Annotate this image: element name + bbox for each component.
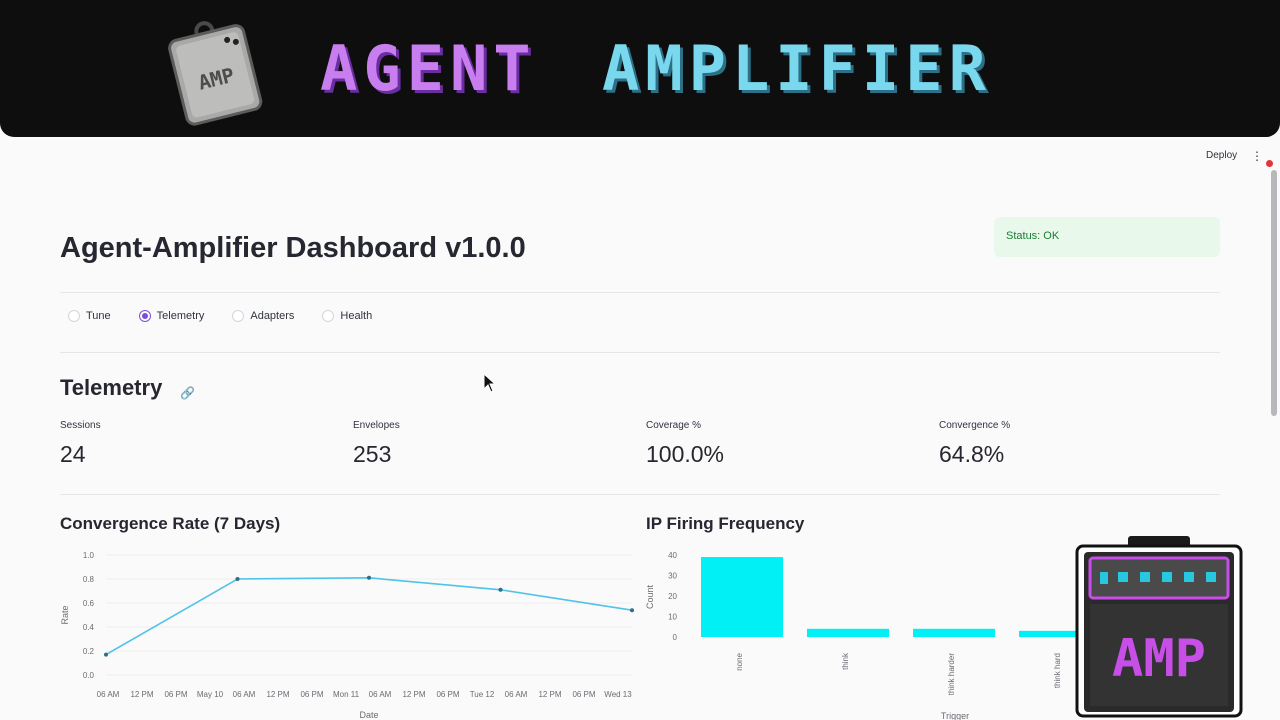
x-tick-label: 06 AM: [233, 690, 256, 699]
radio-health[interactable]: Health: [322, 310, 372, 322]
scrollbar[interactable]: [1271, 170, 1277, 416]
radio-circle: [68, 310, 80, 322]
y-tick-label: 10: [668, 613, 677, 622]
x-tick-label: think: [841, 652, 850, 670]
radio-circle: [232, 310, 245, 322]
x-tick-label: 12 PM: [130, 690, 153, 699]
mouse-cursor-icon: [483, 373, 497, 393]
metric-convergence: Convergence % 64.8%: [939, 420, 1010, 468]
x-tick-label: 06 AM: [369, 690, 392, 699]
radio-label: Adapters: [250, 310, 295, 322]
metric-value: 100.0%: [646, 441, 725, 467]
x-axis-label: Date: [359, 710, 378, 720]
x-tick-label: 06 PM: [572, 690, 595, 699]
divider: [60, 494, 1220, 495]
y-tick-label: 0.6: [83, 599, 95, 608]
y-tick-label: 0.0: [83, 671, 95, 680]
radio-circle: [322, 310, 335, 322]
line-chart-title: Convergence Rate (7 Days): [60, 514, 281, 533]
y-tick-label: 40: [668, 551, 677, 560]
radio-tune[interactable]: Tune: [68, 310, 111, 322]
metric-envelopes: Envelopes 253: [353, 420, 400, 468]
data-point: [367, 575, 371, 580]
main-menu-icon[interactable]: ⋮: [1251, 149, 1263, 163]
bar: [1019, 630, 1080, 637]
x-tick-label: 12 PM: [266, 690, 289, 699]
y-tick-label: 0.2: [83, 647, 95, 656]
x-tick-label: Wed 13: [604, 690, 632, 699]
radio-label: Telemetry: [156, 310, 205, 322]
banner-title-part2: AMPLIFIER: [601, 32, 992, 105]
x-axis-label: Trigger: [941, 711, 969, 720]
amp-badge-icon: AMP: [168, 21, 263, 126]
metric-coverage: Coverage % 100.0%: [646, 420, 724, 468]
amp-amplifier-icon: AMP: [1075, 536, 1243, 718]
page-title: Agent-Amplifier Dashboard v1.0.0: [60, 232, 526, 264]
x-tick-label: Tue 12: [470, 690, 495, 699]
metric-value: 64.8%: [939, 441, 1005, 467]
metric-sessions: Sessions 24: [60, 420, 101, 468]
data-point: [104, 652, 108, 657]
radio-telemetry[interactable]: Telemetry: [138, 310, 205, 322]
x-tick-label: May 10: [197, 690, 224, 699]
banner-title-part1: AGENT: [320, 32, 537, 105]
y-tick-label: 0.4: [83, 623, 95, 632]
y-tick-label: 0: [673, 633, 678, 642]
x-tick-label: 06 AM: [505, 690, 528, 699]
x-tick-label: think harder: [947, 653, 956, 696]
ip-firing-bar-chart: 0 10 20 30 40 Count none think think harder think…: [645, 551, 1080, 720]
series-line: [105, 576, 633, 656]
bar: [807, 628, 889, 637]
link-icon[interactable]: 🔗: [180, 386, 195, 400]
x-tick-label: 12 PM: [402, 690, 425, 699]
metric-value: 24: [60, 441, 86, 467]
x-tick-label: 06 PM: [300, 690, 323, 699]
y-tick-label: 0.8: [83, 575, 95, 584]
status-badge: Status: OK: [994, 217, 1220, 257]
x-tick-label: think hard: [1053, 653, 1062, 688]
radio-adapters[interactable]: Adapters: [232, 310, 294, 322]
data-point: [235, 577, 240, 581]
y-axis-label: Rate: [60, 605, 70, 624]
deploy-button[interactable]: Deploy: [1206, 150, 1238, 161]
y-tick-label: 20: [668, 592, 677, 601]
divider: [60, 352, 1220, 353]
y-axis-label: Count: [645, 585, 655, 610]
data-point: [630, 608, 634, 613]
x-tick-label: 12 PM: [538, 690, 561, 699]
banner-title: AGENT AMPLIFIER: [320, 34, 992, 104]
header-banner: AMP AGENT AMPLIFIER: [0, 0, 1280, 137]
divider: [60, 292, 1220, 293]
x-tick-label: none: [735, 652, 744, 670]
metric-label: Convergence %: [939, 420, 1011, 431]
section-title: Telemetry: [60, 375, 163, 400]
metric-value: 253: [353, 441, 392, 467]
metric-label: Envelopes: [353, 420, 400, 431]
y-tick-label: 30: [668, 572, 677, 581]
x-tick-label: 06 AM: [97, 690, 120, 699]
bar-chart-title: IP Firing Frequency: [646, 514, 805, 533]
y-tick-label: 1.0: [83, 551, 95, 560]
nav-radio-group: Tune Telemetry Adapters Health: [68, 310, 400, 322]
x-tick-label: Mon 11: [333, 690, 360, 699]
recording-indicator: [1266, 160, 1273, 167]
radio-label: Tune: [86, 310, 111, 322]
convergence-line-chart: 0.0 0.2 0.4 0.6 0.8 1.0 06 AM 12 PM 06 PM May 10 0…: [60, 551, 634, 720]
data-point: [498, 587, 503, 592]
radio-circle: [138, 310, 151, 322]
x-tick-label: 06 PM: [436, 690, 459, 699]
radio-label: Health: [340, 310, 373, 322]
bar: [701, 557, 783, 637]
x-tick-label: 06 PM: [164, 690, 187, 699]
metric-label: Coverage %: [646, 420, 702, 431]
amp-sticker-text: AMP: [1112, 629, 1206, 689]
metric-label: Sessions: [60, 420, 101, 431]
bar: [913, 628, 995, 637]
